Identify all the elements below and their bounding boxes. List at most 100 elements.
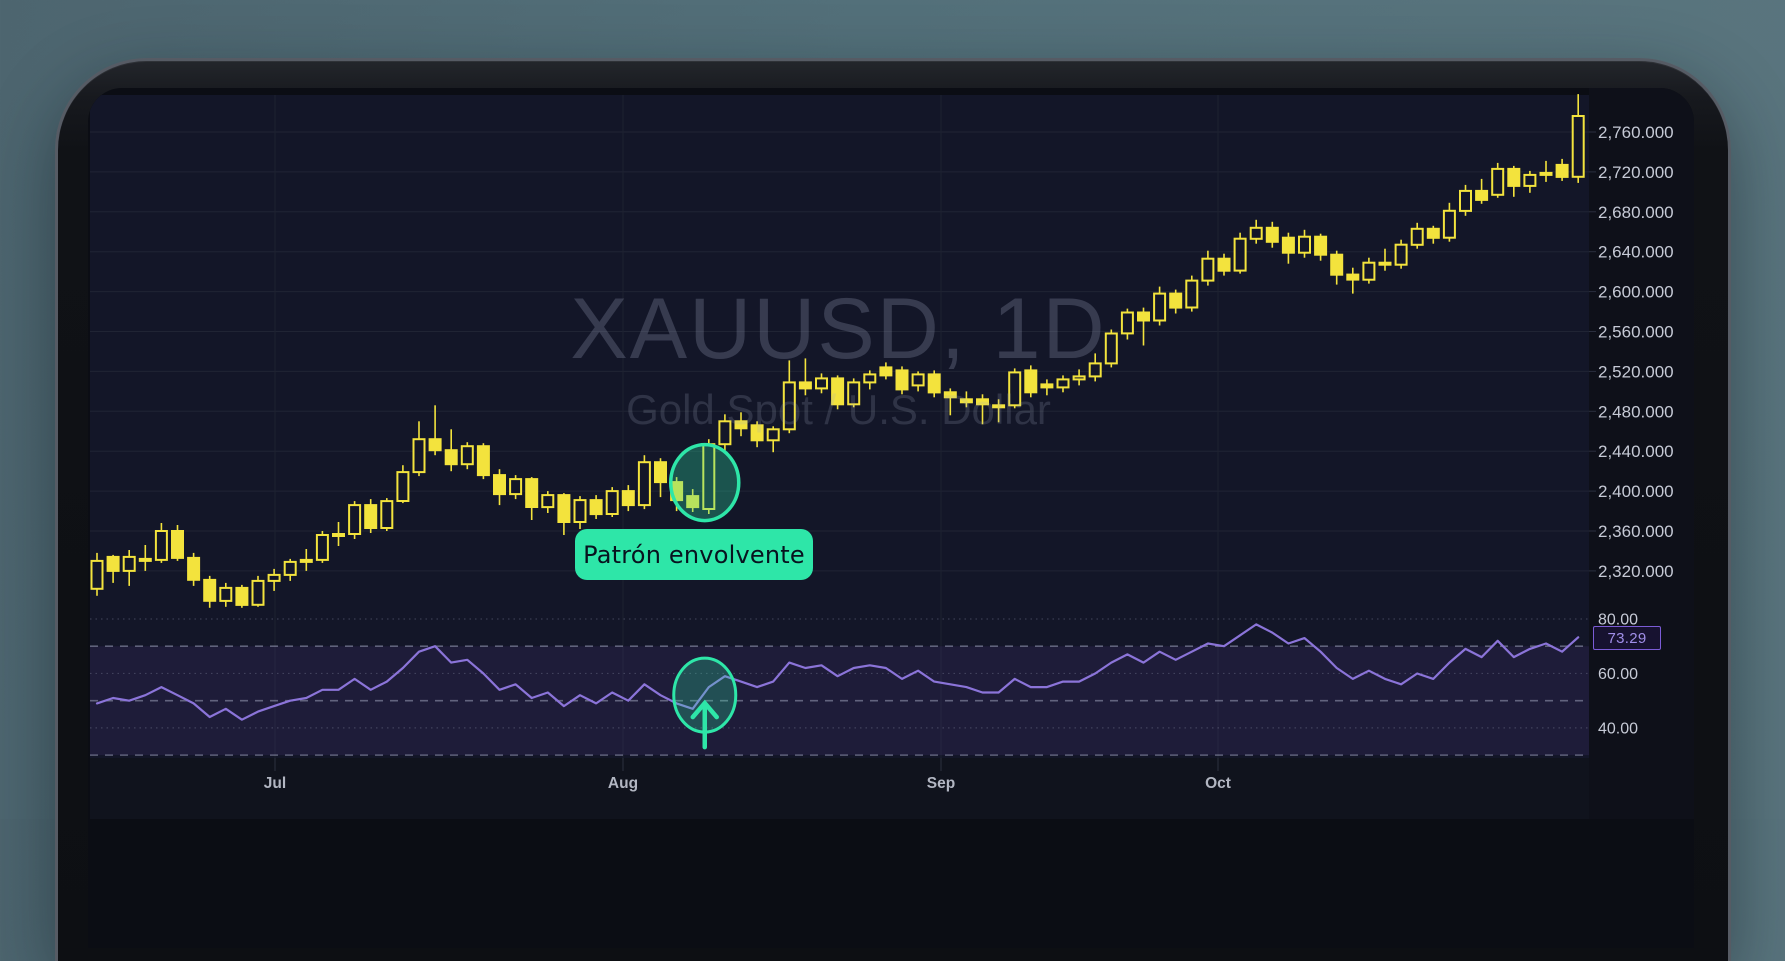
candle [1330, 250, 1344, 285]
price-tick-label: 2,360.000 [1598, 522, 1674, 541]
candle [203, 575, 217, 608]
month-label: Aug [608, 775, 638, 792]
price-tick-label: 2,520.000 [1598, 362, 1674, 381]
chart-screen: 2,760.000 2,720.000 2,680.000 2,640.000 2,60… [88, 88, 1694, 948]
candle [1056, 375, 1070, 393]
rsi-tick-label: 80.00 [1598, 612, 1638, 629]
candle [1491, 162, 1505, 198]
candle [364, 499, 378, 533]
price-tick-label: 2,480.000 [1598, 402, 1674, 421]
candle [444, 429, 458, 472]
candle [1539, 160, 1553, 182]
candle [1555, 158, 1569, 181]
pattern-annotation-label: Patrón envolvente [575, 529, 813, 580]
candle [1088, 353, 1102, 382]
candle [1217, 253, 1231, 276]
time-scale-labels: Jul Aug Sep Oct [264, 775, 1231, 792]
candle [605, 487, 619, 517]
price-tick-label: 2,320.000 [1598, 562, 1674, 581]
candle [847, 378, 861, 408]
rsi-tick-label: 40.00 [1598, 720, 1638, 737]
candle [138, 545, 152, 571]
candle [573, 496, 587, 529]
candle [1104, 329, 1118, 368]
candle [1120, 308, 1134, 340]
candle [348, 501, 362, 539]
price-tick-label: 2,560.000 [1598, 323, 1674, 342]
candle [380, 498, 394, 531]
candle [154, 523, 168, 563]
month-label: Jul [264, 775, 286, 792]
candle [1137, 307, 1150, 346]
candle [267, 568, 281, 591]
candle [815, 373, 828, 394]
candle [863, 370, 877, 390]
pattern-circle [669, 442, 741, 523]
candle [1040, 379, 1054, 396]
price-scale-labels: 2,760.000 2,720.000 2,680.000 2,640.000 2,60… [1598, 123, 1674, 581]
rsi-up-arrow [690, 699, 719, 750]
candles-layer [90, 94, 1585, 608]
candle [283, 558, 297, 581]
candle [1362, 257, 1376, 284]
candle [750, 421, 764, 448]
candle [476, 443, 490, 480]
price-tick-label: 2,440.000 [1598, 442, 1674, 461]
rsi-line [95, 623, 1580, 721]
rsi-scale-labels: 80.00 60.00 40.00 [1598, 612, 1638, 738]
candle [637, 455, 651, 510]
candle [1523, 170, 1537, 193]
time-scale[interactable] [90, 758, 1589, 819]
month-label: Sep [927, 775, 955, 792]
candle [557, 493, 571, 535]
candle [1072, 369, 1086, 386]
candle [1459, 184, 1472, 216]
candle [1185, 275, 1199, 312]
candle [1008, 368, 1022, 409]
candle [1394, 239, 1408, 269]
candle [171, 525, 184, 561]
candle [1024, 365, 1038, 398]
candle [493, 469, 506, 506]
candle [734, 412, 748, 437]
candle [766, 426, 780, 453]
candle [782, 360, 796, 434]
candle [927, 370, 941, 398]
tablet-device-frame: 2,760.000 2,720.000 2,680.000 2,640.000 2,60… [55, 58, 1731, 961]
candle [219, 582, 233, 607]
candle [1169, 289, 1183, 314]
candle [1249, 219, 1263, 244]
candle [396, 465, 410, 504]
candle [831, 375, 845, 410]
candle [1346, 267, 1360, 294]
month-label: Oct [1205, 775, 1231, 792]
candle [235, 584, 249, 608]
candle [412, 421, 426, 477]
price-tick-label: 2,760.000 [1598, 123, 1674, 142]
price-tick-label: 2,680.000 [1598, 203, 1674, 222]
candle [1378, 248, 1392, 271]
candle [911, 371, 925, 392]
price-scale-gutter[interactable] [1589, 88, 1694, 819]
plot-background [90, 95, 1589, 758]
candle [1298, 229, 1311, 258]
candle [251, 575, 265, 607]
candle [428, 405, 442, 456]
candle [1153, 286, 1167, 326]
candle [187, 552, 201, 586]
price-tick-label: 2,400.000 [1598, 482, 1674, 501]
candle [589, 495, 603, 519]
candle [122, 550, 136, 586]
candle [1442, 202, 1456, 242]
price-tick-label: 2,720.000 [1598, 163, 1674, 182]
candle [315, 531, 329, 563]
candle [332, 522, 345, 546]
price-gridlines [90, 131, 1596, 572]
candle [460, 442, 474, 470]
candle [90, 552, 104, 596]
candle [879, 362, 893, 380]
candle [1475, 178, 1489, 204]
rsi-band [90, 646, 1589, 756]
candle [1410, 222, 1424, 249]
candle [1233, 232, 1247, 274]
